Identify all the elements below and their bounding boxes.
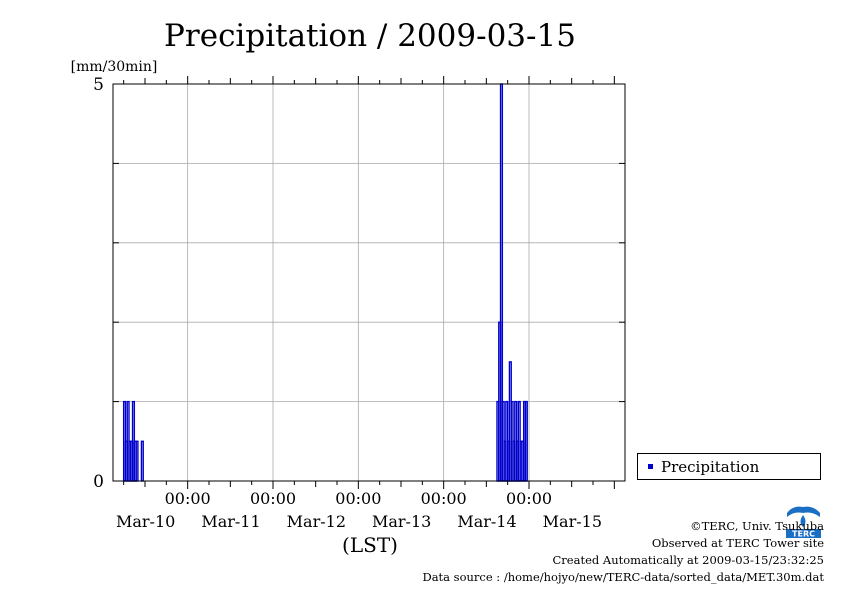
x-time-label: 00:00 xyxy=(506,489,552,508)
legend-label: Precipitation xyxy=(661,457,760,476)
x-time-label: 00:00 xyxy=(421,489,467,508)
x-time-label: 00:00 xyxy=(335,489,381,508)
precipitation-bar xyxy=(135,440,139,482)
x-date-label: Mar-13 xyxy=(372,512,431,531)
legend: Precipitation xyxy=(637,453,821,480)
plot-frame xyxy=(112,83,626,482)
created-text: Created Automatically at 2009-03-15/23:3… xyxy=(552,553,825,567)
x-date-label: Mar-14 xyxy=(457,512,516,531)
observed-text: Observed at TERC Tower site xyxy=(651,536,824,550)
footer-info: ©TERC, Univ. Tsukuba Observed at TERC To… xyxy=(422,518,824,586)
y-axis-ticks: 05 xyxy=(93,75,625,492)
x-time-label: 00:00 xyxy=(250,489,296,508)
x-date-label: Mar-12 xyxy=(287,512,346,531)
x-date-label: Mar-11 xyxy=(201,512,260,531)
y-axis-unit-label: [mm/30min] xyxy=(71,59,158,75)
bars-group xyxy=(122,83,528,482)
x-date-label: Mar-10 xyxy=(116,512,175,531)
x-date-label: Mar-15 xyxy=(543,512,602,531)
precipitation-bar xyxy=(524,400,528,482)
y-tick-label: 0 xyxy=(93,472,104,492)
precipitation-bar xyxy=(140,440,144,482)
x-axis-label: (LST) xyxy=(342,533,398,557)
source-text: Data source : /home/hojyo/new/TERC-data/… xyxy=(422,570,824,584)
terc-logo-icon: TERC xyxy=(785,503,822,539)
legend-swatch xyxy=(648,464,653,469)
grid-lines xyxy=(113,84,625,481)
x-time-label: 00:00 xyxy=(165,489,211,508)
copyright-text: ©TERC, Univ. Tsukuba xyxy=(690,519,824,533)
y-tick-label: 5 xyxy=(93,75,104,95)
x-axis-ticks: 00:00 00:00 00:00 00:00 00:00 Mar-10 Mar-11 Mar… xyxy=(116,76,615,531)
chart-title: Precipitation / 2009-03-15 xyxy=(164,18,576,54)
svg-text:TERC: TERC xyxy=(792,530,815,539)
